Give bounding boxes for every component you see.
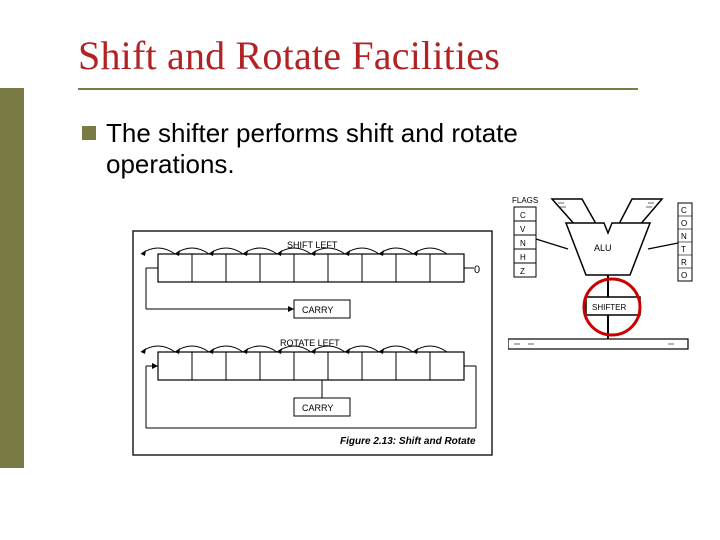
svg-text:T: T bbox=[681, 245, 686, 254]
svg-text:R: R bbox=[681, 258, 687, 267]
title-underline bbox=[78, 88, 638, 90]
shift-carry-label: CARRY bbox=[302, 305, 333, 315]
bullet-text: The shifter performs shift and rotate op… bbox=[106, 118, 642, 180]
bullet-marker bbox=[82, 126, 96, 140]
alu-shifter-figure: FLAGS CVNHZ ALU CONTRO SHIFTER bbox=[508, 188, 698, 368]
slide: Shift and Rotate Facilities The shifter … bbox=[0, 0, 720, 540]
flags-label: FLAGS bbox=[512, 196, 538, 205]
slide-title: Shift and Rotate Facilities bbox=[78, 32, 500, 79]
svg-text:C: C bbox=[520, 211, 526, 220]
svg-text:V: V bbox=[520, 225, 526, 234]
svg-text:O: O bbox=[681, 219, 687, 228]
bottom-bus bbox=[508, 339, 688, 349]
svg-text:O: O bbox=[681, 271, 687, 280]
svg-text:N: N bbox=[681, 232, 687, 241]
bullet-item: The shifter performs shift and rotate op… bbox=[82, 118, 642, 180]
flags-column: CVNHZ bbox=[514, 207, 536, 277]
svg-text:Z: Z bbox=[520, 267, 525, 276]
zero-input-label: 0 bbox=[474, 264, 480, 276]
svg-text:C: C bbox=[681, 206, 687, 215]
shifter-label: SHIFTER bbox=[592, 303, 626, 312]
svg-text:H: H bbox=[520, 253, 526, 262]
svg-text:N: N bbox=[520, 239, 526, 248]
shift-rotate-figure: SHIFT LEFT 0 CARRY ROTATE LEFT CARRY Fig… bbox=[130, 228, 495, 458]
control-column: CONTRO bbox=[678, 203, 692, 281]
figure-caption: Figure 2.13: Shift and Rotate bbox=[340, 436, 476, 447]
alu-label: ALU bbox=[594, 243, 612, 253]
side-accent-bar bbox=[0, 88, 24, 468]
rotate-carry-label: CARRY bbox=[302, 403, 333, 413]
